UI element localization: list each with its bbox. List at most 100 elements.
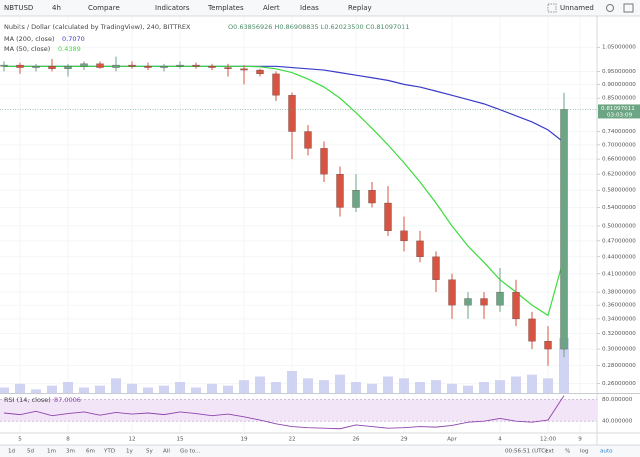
- volume-bar: [207, 383, 217, 393]
- candle-body: [400, 230, 408, 242]
- y-tick-label: 0.36000000: [602, 303, 636, 309]
- volume-bar: [303, 378, 313, 393]
- volume-bar: [367, 383, 377, 393]
- cloud-icon[interactable]: [547, 3, 557, 13]
- candle-body: [192, 64, 200, 67]
- range-button[interactable]: 1y: [126, 449, 134, 455]
- toolbar-item[interactable]: Compare: [88, 4, 120, 12]
- candle-body: [112, 64, 120, 68]
- chart-title: Nubits / Dollar (calculated by TradingVi…: [4, 23, 191, 31]
- last-price-label: 0.81097011: [601, 106, 635, 112]
- layout-name[interactable]: Unnamed: [560, 4, 594, 12]
- rsi-tick-label: 40.000000: [602, 419, 633, 425]
- toolbar-item[interactable]: Replay: [348, 4, 372, 12]
- volume-bar: [447, 383, 457, 393]
- volume-bar: [255, 376, 265, 393]
- fullscreen-icon[interactable]: [623, 3, 634, 13]
- volume-bar: [415, 382, 425, 393]
- settings-icon[interactable]: [606, 4, 614, 12]
- candle-body: [384, 202, 392, 232]
- scale-option[interactable]: log: [580, 449, 589, 455]
- y-tick-label: 0.44000000: [602, 254, 636, 260]
- toolbar-item[interactable]: Ideas: [300, 4, 319, 12]
- y-tick-label: 0.70000000: [602, 142, 636, 148]
- candle-body: [320, 148, 328, 175]
- scale-option[interactable]: ext: [545, 449, 555, 455]
- candle-body: [512, 291, 520, 320]
- bottom-toolbar: [0, 445, 640, 457]
- y-tick-label: 0.58000000: [602, 188, 636, 194]
- candle-body: [336, 174, 344, 208]
- interval[interactable]: 4h: [52, 4, 61, 12]
- x-tick-label: Apr: [447, 437, 457, 443]
- range-button[interactable]: 1d: [8, 449, 16, 455]
- range-button[interactable]: All: [163, 449, 170, 455]
- candle-body: [464, 298, 472, 306]
- volume-bar: [159, 385, 169, 393]
- volume-bar: [479, 382, 489, 393]
- candle-body: [416, 240, 424, 257]
- candle-body: [480, 298, 488, 306]
- range-button[interactable]: 6m: [86, 449, 95, 455]
- legend-entry[interactable]: MA (200, close): [4, 35, 54, 43]
- y-tick-label: 0.38000000: [602, 290, 636, 296]
- x-tick-label: 12: [128, 437, 135, 443]
- legend-entry[interactable]: MA (50, close): [4, 45, 50, 53]
- candle-body: [144, 66, 152, 68]
- legend-value: 0.4389: [58, 45, 81, 53]
- volume-bar: [319, 380, 329, 393]
- y-tick-label: 0.74000000: [602, 129, 636, 135]
- x-axis: [0, 433, 640, 445]
- candle-body: [256, 69, 264, 75]
- goto-button[interactable]: Go to...: [180, 449, 201, 455]
- range-button[interactable]: 5y: [146, 449, 154, 455]
- volume-bar: [463, 385, 473, 393]
- candle-body: [560, 109, 568, 350]
- candle-body: [208, 66, 216, 68]
- volume-bar: [175, 382, 185, 393]
- volume-bar: [239, 380, 249, 393]
- volume-bar: [79, 387, 89, 393]
- candle-body: [48, 66, 56, 69]
- volume-bar: [399, 378, 409, 393]
- candle-body: [352, 190, 360, 208]
- candle-body: [432, 256, 440, 280]
- volume-bar: [431, 380, 441, 393]
- rsi-legend-value: 87.0006: [54, 396, 81, 404]
- scale-option[interactable]: auto: [600, 449, 613, 455]
- candle-body: [16, 64, 24, 68]
- y-tick-label: 0.41000000: [602, 271, 636, 277]
- x-tick-label: 5: [18, 437, 22, 443]
- y-tick-label: 0.47000000: [602, 238, 636, 244]
- toolbar-item[interactable]: Alert: [263, 4, 280, 12]
- range-button[interactable]: 1m: [47, 449, 56, 455]
- volume-bar: [31, 389, 41, 393]
- candle-body: [496, 291, 504, 306]
- volume-bar: [271, 382, 281, 393]
- volume-bar: [143, 387, 153, 393]
- range-button[interactable]: YTD: [103, 449, 115, 455]
- volume-bar: [47, 385, 57, 393]
- symbol[interactable]: NBTUSD: [4, 4, 33, 12]
- scale-option[interactable]: %: [565, 449, 570, 455]
- x-tick-label: 12:00: [540, 437, 557, 443]
- clock: 00:56:51 (UTC): [505, 449, 547, 455]
- y-tick-label: 0.30000000: [602, 347, 636, 353]
- candle-body: [80, 63, 88, 67]
- toolbar-item[interactable]: Templates: [207, 4, 244, 12]
- candle-body: [64, 66, 72, 69]
- x-tick-label: 26: [352, 437, 360, 443]
- range-button[interactable]: 5d: [27, 449, 35, 455]
- y-tick-label: 0.34000000: [602, 316, 636, 322]
- rsi-legend[interactable]: RSI (14, close): [4, 396, 51, 404]
- candle-body: [544, 341, 552, 350]
- candle-body: [528, 318, 536, 342]
- x-tick-label: 8: [66, 437, 70, 443]
- candle-body: [96, 63, 104, 68]
- volume-bar: [95, 385, 105, 393]
- range-button[interactable]: 3m: [66, 449, 75, 455]
- y-tick-label: 0.85000000: [602, 96, 636, 102]
- rsi-band: [0, 399, 597, 422]
- candle-body: [160, 66, 168, 68]
- toolbar-item[interactable]: Indicators: [155, 4, 190, 12]
